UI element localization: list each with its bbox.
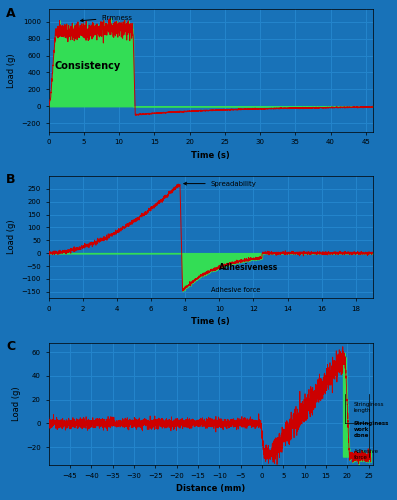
Text: C: C [6, 340, 15, 353]
Y-axis label: Load (g): Load (g) [7, 53, 16, 88]
Y-axis label: Load (g): Load (g) [12, 386, 21, 421]
Text: A: A [6, 7, 16, 20]
Text: Spreadability: Spreadability [184, 180, 256, 186]
X-axis label: Time (s): Time (s) [191, 150, 230, 160]
Text: Adhesive
force: Adhesive force [354, 450, 379, 460]
Text: Adhesive force: Adhesive force [211, 288, 260, 294]
X-axis label: Time (s): Time (s) [191, 318, 230, 326]
Text: Adhesiveness: Adhesiveness [219, 263, 278, 272]
Text: Stringiness
length: Stringiness length [354, 402, 384, 412]
Text: Firmness: Firmness [81, 14, 133, 22]
Text: Stringiness
work
done: Stringiness work done [354, 421, 389, 438]
X-axis label: Distance (mm): Distance (mm) [176, 484, 245, 493]
Text: B: B [6, 174, 16, 186]
Text: Consistency: Consistency [54, 60, 120, 70]
Y-axis label: Load (g): Load (g) [7, 220, 16, 254]
